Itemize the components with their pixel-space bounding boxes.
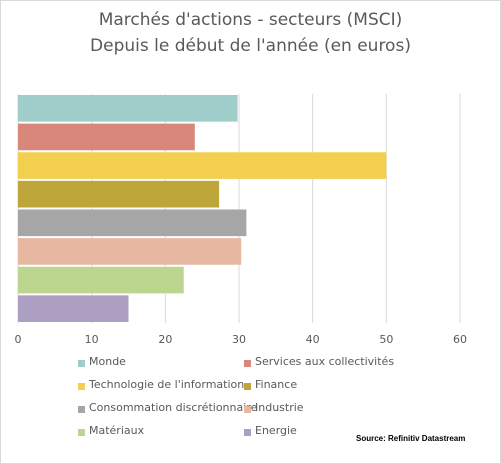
legend-label-0: Monde [89, 355, 126, 368]
source-note: Source: Refinitiv Datastream [356, 434, 466, 443]
bar-3 [18, 180, 220, 208]
legend-label-1: Services aux collectivités [255, 355, 395, 368]
chart-title: Marchés d'actions - secteurs (MSCI) [98, 10, 403, 30]
x-tick-label: 10 [85, 333, 99, 346]
legend-swatch-4 [78, 406, 85, 413]
legend-label-6: Matériaux [89, 424, 145, 437]
legend-label-7: Energie [255, 424, 297, 437]
bar-0 [18, 95, 238, 122]
bar-1 [18, 123, 195, 151]
x-tick-label: 60 [453, 333, 467, 346]
legend-label-4: Consommation discrétionnaire [89, 401, 258, 414]
chart-subtitle: Depuis le début de l'année (en euros) [90, 36, 411, 56]
x-tick-label: 40 [306, 333, 320, 346]
bar-5 [18, 238, 242, 265]
bar-6 [18, 266, 184, 294]
x-tick-label: 50 [379, 333, 393, 346]
x-tick-label: 0 [15, 333, 22, 346]
legend-swatch-3 [244, 383, 251, 390]
legend-swatch-1 [244, 360, 251, 367]
bar-4 [18, 209, 247, 237]
legend-swatch-0 [78, 360, 85, 367]
x-tick-label: 20 [158, 333, 172, 346]
legend-swatch-5 [244, 406, 251, 413]
legend-label-2: Technologie de l'information [89, 378, 245, 391]
bar-2 [18, 152, 387, 179]
legend-label-3: Finance [255, 378, 298, 391]
legend-swatch-6 [78, 429, 85, 436]
bar-7 [18, 295, 129, 322]
legend-swatch-2 [78, 383, 85, 390]
legend-swatch-7 [244, 429, 251, 436]
x-tick-label: 30 [232, 333, 246, 346]
legend-label-5: Industrie [255, 401, 304, 414]
